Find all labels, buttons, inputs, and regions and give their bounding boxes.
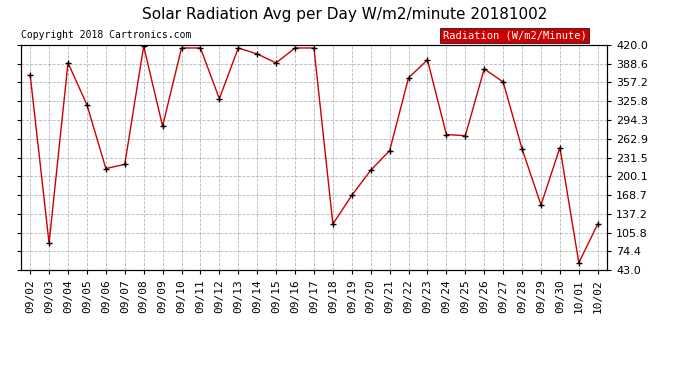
Text: Radiation (W/m2/Minute): Radiation (W/m2/Minute): [443, 30, 586, 40]
Text: Solar Radiation Avg per Day W/m2/minute 20181002: Solar Radiation Avg per Day W/m2/minute …: [142, 8, 548, 22]
Text: Copyright 2018 Cartronics.com: Copyright 2018 Cartronics.com: [21, 30, 191, 40]
